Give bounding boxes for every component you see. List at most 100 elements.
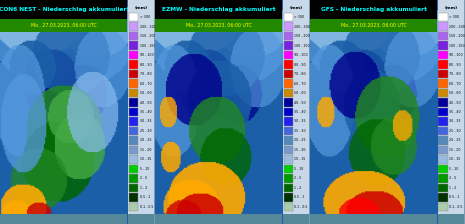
- FancyBboxPatch shape: [438, 32, 448, 40]
- FancyBboxPatch shape: [284, 108, 293, 116]
- Text: 40 - 50: 40 - 50: [449, 101, 461, 105]
- Text: 30 - 35: 30 - 35: [140, 119, 151, 123]
- Text: 0.1 - 0.5: 0.1 - 0.5: [449, 205, 463, 209]
- FancyBboxPatch shape: [128, 89, 138, 97]
- FancyBboxPatch shape: [128, 60, 138, 69]
- Text: 150 - 200: 150 - 200: [294, 34, 310, 38]
- Text: 15 - 20: 15 - 20: [294, 148, 306, 152]
- Text: GFS - Niederschlag akkumuliert: GFS - Niederschlag akkumuliert: [320, 7, 426, 12]
- FancyBboxPatch shape: [284, 98, 293, 107]
- Text: 80 - 90: 80 - 90: [294, 62, 306, 67]
- Text: 35 - 40: 35 - 40: [294, 110, 306, 114]
- Text: 60 - 70: 60 - 70: [294, 82, 306, 86]
- Text: 0.5 - 1: 0.5 - 1: [140, 195, 150, 199]
- Text: 20 - 25: 20 - 25: [294, 138, 306, 142]
- Text: 100 - 150: 100 - 150: [294, 43, 310, 47]
- FancyBboxPatch shape: [438, 165, 448, 173]
- FancyBboxPatch shape: [438, 184, 448, 192]
- Text: (mm): (mm): [290, 6, 303, 10]
- Text: (mm): (mm): [134, 6, 148, 10]
- Text: > 300: > 300: [294, 15, 305, 19]
- Text: 10 - 15: 10 - 15: [294, 157, 306, 162]
- Text: 15 - 20: 15 - 20: [140, 148, 151, 152]
- FancyBboxPatch shape: [284, 51, 293, 59]
- Text: 5 - 10: 5 - 10: [294, 167, 304, 171]
- FancyBboxPatch shape: [284, 22, 293, 31]
- Text: 5 - 10: 5 - 10: [449, 167, 459, 171]
- Text: 200 - 300: 200 - 300: [294, 25, 310, 29]
- FancyBboxPatch shape: [284, 89, 293, 97]
- Text: 10 - 15: 10 - 15: [140, 157, 151, 162]
- FancyBboxPatch shape: [284, 174, 293, 183]
- FancyBboxPatch shape: [128, 22, 138, 31]
- Text: 200 - 300: 200 - 300: [449, 25, 465, 29]
- Text: 30 - 35: 30 - 35: [294, 119, 306, 123]
- FancyBboxPatch shape: [128, 127, 138, 135]
- Text: 1 - 2: 1 - 2: [294, 186, 302, 190]
- Text: Mo., 27.03.2023, 06:00 UTC: Mo., 27.03.2023, 06:00 UTC: [186, 23, 252, 28]
- FancyBboxPatch shape: [438, 155, 448, 164]
- Text: 90 - 100: 90 - 100: [449, 53, 463, 57]
- Text: > 300: > 300: [140, 15, 150, 19]
- FancyBboxPatch shape: [128, 174, 138, 183]
- Text: 60 - 70: 60 - 70: [449, 82, 461, 86]
- Text: 35 - 40: 35 - 40: [140, 110, 151, 114]
- FancyBboxPatch shape: [128, 214, 154, 224]
- Text: 90 - 100: 90 - 100: [294, 53, 308, 57]
- FancyBboxPatch shape: [284, 117, 293, 126]
- Text: 0.1 - 0.5: 0.1 - 0.5: [294, 205, 308, 209]
- FancyBboxPatch shape: [438, 117, 448, 126]
- FancyBboxPatch shape: [128, 32, 138, 40]
- FancyBboxPatch shape: [438, 127, 448, 135]
- FancyBboxPatch shape: [438, 193, 448, 202]
- FancyBboxPatch shape: [438, 13, 448, 21]
- FancyBboxPatch shape: [128, 41, 138, 50]
- FancyBboxPatch shape: [438, 51, 448, 59]
- Text: 2 - 5: 2 - 5: [294, 177, 302, 181]
- FancyBboxPatch shape: [128, 51, 138, 59]
- Text: EZMW - Niederschlag akkumuliert: EZMW - Niederschlag akkumuliert: [162, 7, 275, 12]
- FancyBboxPatch shape: [284, 32, 293, 40]
- FancyBboxPatch shape: [283, 214, 309, 224]
- Text: 1 - 2: 1 - 2: [140, 186, 147, 190]
- Text: 25 - 30: 25 - 30: [140, 129, 151, 133]
- FancyBboxPatch shape: [0, 214, 127, 224]
- FancyBboxPatch shape: [128, 117, 138, 126]
- FancyBboxPatch shape: [128, 165, 138, 173]
- Text: > 300: > 300: [449, 15, 459, 19]
- FancyBboxPatch shape: [438, 22, 448, 31]
- FancyBboxPatch shape: [284, 136, 293, 145]
- Text: 30 - 35: 30 - 35: [449, 119, 461, 123]
- FancyBboxPatch shape: [0, 19, 127, 32]
- Text: 25 - 30: 25 - 30: [449, 129, 461, 133]
- FancyBboxPatch shape: [438, 214, 465, 224]
- Text: 70 - 80: 70 - 80: [449, 72, 461, 76]
- FancyBboxPatch shape: [438, 60, 448, 69]
- FancyBboxPatch shape: [0, 0, 127, 19]
- FancyBboxPatch shape: [438, 89, 448, 97]
- Text: 40 - 50: 40 - 50: [140, 101, 151, 105]
- FancyBboxPatch shape: [438, 70, 448, 78]
- Text: 200 - 300: 200 - 300: [140, 25, 155, 29]
- FancyBboxPatch shape: [438, 41, 448, 50]
- FancyBboxPatch shape: [128, 98, 138, 107]
- Text: 150 - 200: 150 - 200: [140, 34, 155, 38]
- Text: 50 - 60: 50 - 60: [294, 91, 306, 95]
- FancyBboxPatch shape: [284, 155, 293, 164]
- FancyBboxPatch shape: [284, 70, 293, 78]
- Text: 1 - 2: 1 - 2: [449, 186, 457, 190]
- Text: 90 - 100: 90 - 100: [140, 53, 153, 57]
- Text: (mm): (mm): [445, 6, 458, 10]
- FancyBboxPatch shape: [128, 193, 138, 202]
- Text: 2 - 5: 2 - 5: [449, 177, 457, 181]
- FancyBboxPatch shape: [128, 108, 138, 116]
- FancyBboxPatch shape: [438, 146, 448, 154]
- FancyBboxPatch shape: [284, 60, 293, 69]
- Text: 20 - 25: 20 - 25: [449, 138, 461, 142]
- FancyBboxPatch shape: [438, 108, 448, 116]
- FancyBboxPatch shape: [310, 214, 437, 224]
- FancyBboxPatch shape: [284, 165, 293, 173]
- FancyBboxPatch shape: [438, 98, 448, 107]
- FancyBboxPatch shape: [128, 70, 138, 78]
- Text: 80 - 90: 80 - 90: [140, 62, 151, 67]
